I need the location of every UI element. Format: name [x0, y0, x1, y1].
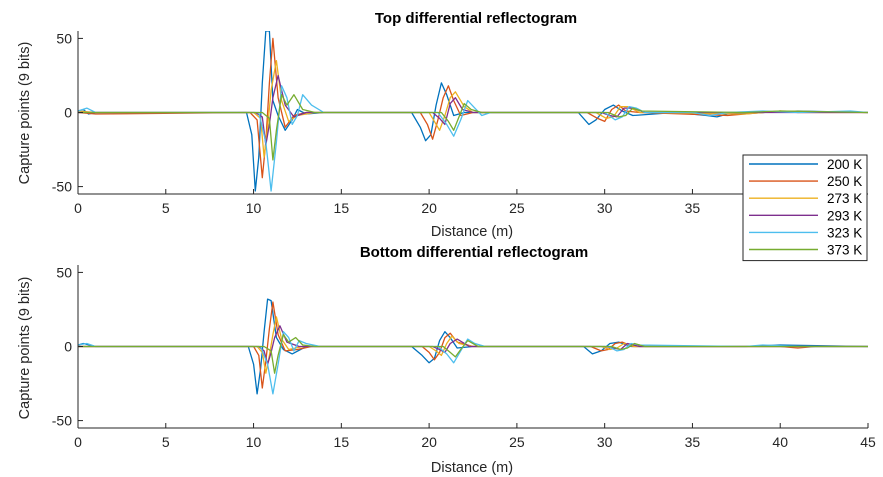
legend: 200 K 250 K 273 K 293 K 323 K 373 K — [742, 154, 868, 262]
legend-box — [742, 154, 868, 262]
bottom-x-tick-label: 10 — [246, 434, 262, 450]
top-series-line-250k — [78, 37, 868, 179]
legend-entry-label: 373 K — [827, 243, 862, 258]
legend-entry-label: 200 K — [827, 157, 862, 172]
top-y-tick-label: -50 — [52, 179, 72, 195]
top-series-line-273k — [78, 59, 868, 158]
bottom-x-tick-label: 45 — [860, 434, 876, 450]
top-series-line-200k — [78, 31, 868, 192]
legend-entry-label: 273 K — [827, 191, 862, 206]
top-x-tick-label: 5 — [162, 200, 170, 216]
top-y-axis-label: Capture points (9 bits) — [17, 42, 33, 185]
bottom-series-line-250k — [78, 301, 868, 389]
bottom-series-group — [78, 298, 868, 395]
top-x-tick-label: 25 — [509, 200, 525, 216]
top-x-tick-label: 35 — [685, 200, 701, 216]
bottom-series-line-273k — [78, 316, 868, 374]
top-series-line-373k — [78, 94, 868, 161]
top-x-tick-label: 15 — [334, 200, 350, 216]
top-x-tick-label: 0 — [74, 200, 82, 216]
bottom-x-tick-label: 15 — [334, 434, 350, 450]
bottom-x-tick-label: 35 — [685, 434, 701, 450]
top-x-axis-label: Distance (m) — [431, 224, 513, 240]
bottom-x-tick-label: 20 — [421, 434, 437, 450]
bottom-y-axis-label: Capture points (9 bits) — [17, 277, 33, 420]
top-x-tick-label: 10 — [246, 200, 262, 216]
bottom-x-tick-label: 0 — [74, 434, 82, 450]
bottom-x-tick-label: 30 — [597, 434, 613, 450]
legend-entry-label: 250 K — [827, 174, 862, 189]
top-axes: Top differential reflectogram Capture po… — [17, 10, 868, 240]
top-y-tick-label: 0 — [64, 105, 72, 121]
bottom-x-tick-label: 5 — [162, 434, 170, 450]
top-series-group — [78, 31, 868, 192]
bottom-x-tick-label: 40 — [772, 434, 788, 450]
bottom-y-tick-label: 50 — [56, 264, 72, 280]
legend-entry-label: 323 K — [827, 225, 862, 240]
bottom-series-line-200k — [78, 298, 868, 395]
bottom-series-line-373k — [78, 333, 868, 374]
bottom-x-tick-label: 25 — [509, 434, 525, 450]
top-x-tick-label: 30 — [597, 200, 613, 216]
top-series-line-323k — [78, 85, 868, 192]
top-chart-title: Top differential reflectogram — [375, 10, 577, 27]
top-y-tick-label: 50 — [56, 30, 72, 46]
bottom-chart-title: Bottom differential reflectogram — [360, 244, 588, 261]
bottom-x-axis-label: Distance (m) — [431, 460, 513, 476]
top-x-tick-label: 20 — [421, 200, 437, 216]
legend-entry-label: 293 K — [827, 208, 862, 223]
bottom-axes: Bottom differential reflectogram Capture… — [17, 244, 876, 476]
bottom-y-tick-label: 0 — [64, 339, 72, 355]
bottom-y-tick-label: -50 — [52, 413, 72, 429]
